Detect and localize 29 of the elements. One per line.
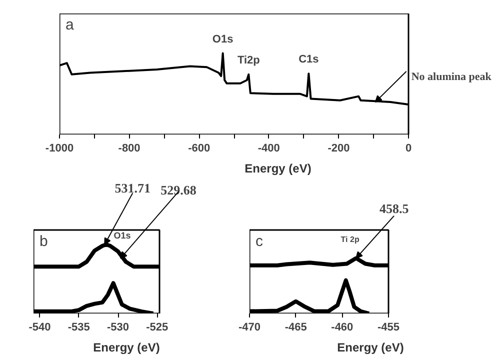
x-tick-label: -540 [28, 322, 51, 334]
x-tick-label: -455 [377, 322, 400, 334]
x-tick-label: -470 [238, 322, 261, 334]
annotation: 531.71 [114, 180, 151, 196]
chart-title: c [256, 233, 264, 250]
annotation: No alumina peak [411, 71, 492, 84]
x-axis-title: Energy (eV) [244, 162, 312, 176]
x-axis-title: Energy (eV) [337, 340, 404, 354]
annotation: 529.68 [160, 182, 197, 198]
annotation: Ti 2p [340, 235, 360, 244]
x-tick-label: 0 [405, 142, 412, 154]
x-tick-label: -530 [107, 322, 130, 334]
annotation: 458.5 [379, 201, 410, 216]
x-tick-label: -200 [328, 142, 350, 154]
x-tick-label: -525 [146, 322, 168, 334]
x-tick-label: -400 [258, 142, 280, 154]
x-tick-label: -1000 [45, 142, 74, 154]
x-tick-label: -800 [118, 142, 140, 154]
annotation: Ti2p [237, 54, 260, 66]
x-tick-label: -460 [331, 322, 354, 334]
annotation: O1s [212, 33, 234, 46]
annotation: O1s [114, 230, 131, 241]
x-tick-label: -535 [68, 322, 90, 334]
annotation: C1s [298, 54, 319, 66]
x-tick-label: -465 [284, 322, 307, 334]
x-tick-label: -600 [188, 142, 210, 154]
chart-title: b [40, 233, 48, 250]
chart-title: a [66, 16, 74, 34]
x-axis-title: Energy (eV) [93, 340, 160, 354]
